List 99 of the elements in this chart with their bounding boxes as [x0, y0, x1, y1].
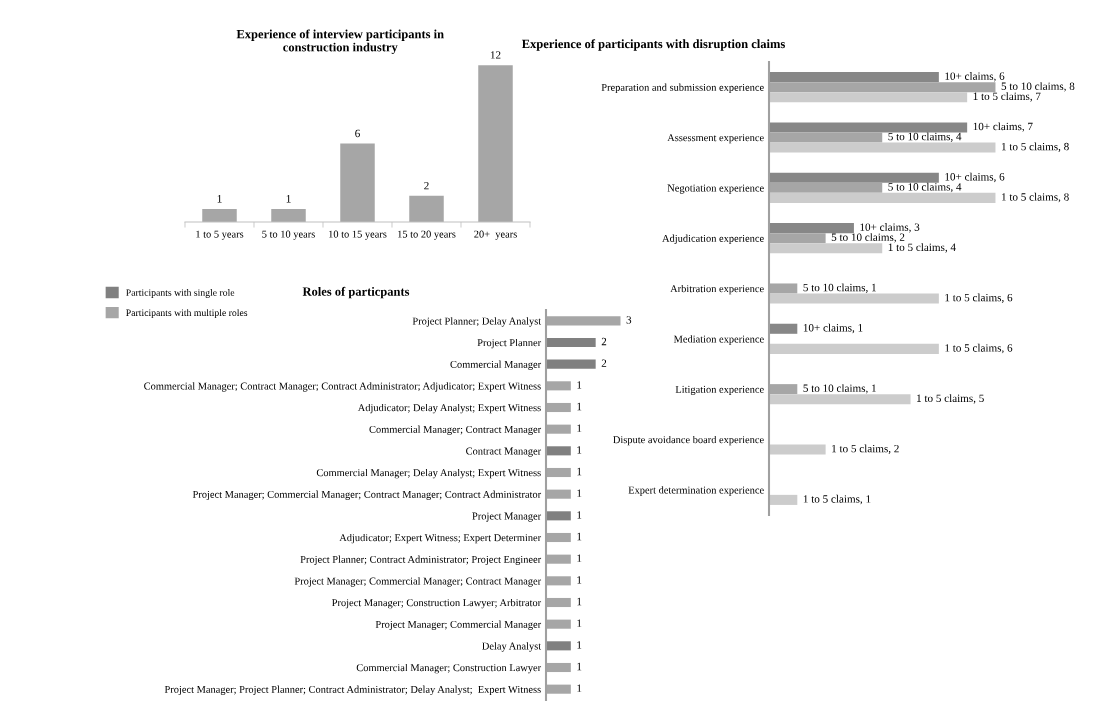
- x-tick-label: 20+ years: [474, 230, 517, 240]
- y-tick-label: Adjudicator; Expert Witness; Expert Determiner: [339, 533, 542, 544]
- y-tick-label: Project Manager; Construction Lawyer; Arbitrator: [332, 598, 542, 609]
- bar: [769, 343, 939, 354]
- bar: [340, 143, 375, 222]
- y-tick-label: Commercial Manager; Construction Lawyer: [356, 663, 542, 674]
- y-tick-label: Delay Analyst: [482, 642, 542, 652]
- y-tick-label: Project Manager; Project Planner; Contract Administrator; Delay Analyst; Expert Witness: [164, 685, 541, 696]
- x-tick-label: 10 to 15 years: [329, 230, 387, 240]
- data-label: 10+ claims, 1: [803, 323, 863, 334]
- bar: [769, 223, 854, 234]
- data-label: 1 to 5 claims, 6: [945, 293, 1013, 303]
- y-tick-label: Project Planner; Delay Analyst: [412, 317, 542, 327]
- bar: [769, 243, 883, 254]
- bar: [769, 72, 939, 83]
- data-label: 1: [577, 684, 582, 692]
- data-label: 1: [286, 195, 291, 203]
- y-tick-label: Assessment experience: [667, 134, 764, 144]
- data-label: 1 to 5 claims, 1: [803, 494, 871, 505]
- bar: [478, 65, 513, 222]
- data-label: 5 to 10 claims, 1: [803, 384, 876, 394]
- bar: [769, 293, 939, 304]
- data-label: 1 to 5 claims, 6: [945, 343, 1013, 354]
- data-label: 5 to 10 claims, 4: [888, 132, 962, 142]
- bar: [769, 92, 968, 103]
- y-tick-label: Negotiation experience: [667, 184, 764, 194]
- y-tick-label: Commercial Manager; Contract Manager; Contract Administrator; Adjudicator; Expert Witness: [144, 382, 541, 392]
- y-tick-label: Adjudication experience: [662, 234, 764, 244]
- legend-label: Participants with single role: [126, 289, 235, 298]
- data-label: 1: [577, 597, 582, 606]
- data-label: 5 to 10 claims, 8: [1001, 82, 1075, 92]
- y-tick-label: Expert determination experience: [628, 486, 764, 496]
- x-tick-label: 5 to 10 years: [262, 230, 315, 240]
- legend-label: Participants with multiple roles: [126, 309, 248, 318]
- data-label: 1: [577, 424, 582, 432]
- y-tick-label: Project Manager; Commercial Manager; Contract Manager; Contract Administrator: [192, 490, 542, 501]
- data-label: 1: [577, 554, 582, 562]
- bar: [769, 142, 996, 153]
- y-tick-label: Commercial Manager; Contract Manager: [369, 425, 542, 436]
- data-label: 10+ claims, 6: [945, 72, 1005, 82]
- bar: [769, 444, 826, 455]
- bar: [769, 494, 798, 505]
- text: Roles of particpants: [302, 286, 410, 299]
- data-label: 12: [490, 51, 501, 59]
- y-tick-label: Mediation experience: [673, 335, 764, 345]
- data-label: 2: [424, 181, 429, 190]
- y-tick-label: Project Manager; Commercial Manager; Contract Manager: [294, 577, 542, 587]
- data-label: 1: [577, 446, 582, 454]
- bar: [769, 172, 939, 183]
- data-label: 2: [601, 337, 607, 346]
- bar: [202, 208, 237, 222]
- bar: [769, 122, 968, 133]
- data-label: 1: [577, 576, 582, 584]
- data-label: 10+ claims, 6: [945, 172, 1005, 183]
- chart-title: Experience of interview participants in construction industry: [236, 29, 444, 54]
- data-label: 1: [577, 511, 582, 519]
- y-tick-label: Project Manager; Commercial Manager: [375, 620, 542, 631]
- data-label: 5 to 10 claims, 4: [888, 182, 962, 193]
- y-tick-label: Project Planner: [477, 338, 542, 349]
- data-label: 1: [577, 641, 582, 649]
- data-label: 10+ claims, 7: [973, 122, 1033, 132]
- y-tick-label: Adjudicator; Delay Analyst; Expert Witness: [357, 403, 541, 414]
- data-label: 1: [577, 467, 582, 476]
- y-tick-label: Litigation experience: [675, 385, 764, 396]
- x-tick-label: 15 to 20 years: [398, 230, 456, 240]
- data-label: 1: [577, 662, 582, 671]
- bar: [271, 208, 306, 222]
- y-tick-label: Commercial Manager; Delay Analyst; Expert Witness: [316, 468, 541, 479]
- data-label: 1: [577, 381, 582, 389]
- y-tick-label: Project Manager: [472, 512, 542, 522]
- bar: [409, 195, 444, 222]
- y-tick-label: Arbitration experience: [670, 284, 764, 295]
- data-label: 5 to 10 claims, 1: [803, 283, 876, 293]
- text: Experience of participants with disruption claims: [521, 39, 785, 51]
- data-label: 5 to 10 claims, 2: [831, 233, 905, 243]
- data-label: 3: [626, 316, 632, 324]
- data-label: 1: [577, 489, 582, 497]
- data-label: 1: [577, 532, 582, 541]
- bar: [769, 394, 911, 405]
- data-label: 1 to 5 claims, 4: [888, 243, 956, 253]
- data-label: 10+ claims, 3: [860, 223, 920, 233]
- data-label: 1: [217, 195, 222, 203]
- y-tick-label: Commercial Manager: [450, 360, 542, 371]
- x-tick-label: 1 to 5 years: [196, 230, 244, 240]
- y-tick-label: Preparation and submission experience: [601, 83, 764, 93]
- data-label: 2: [601, 359, 607, 367]
- bar: [769, 192, 996, 203]
- data-label: 1 to 5 claims, 7: [973, 92, 1041, 102]
- y-tick-label: Contract Manager: [466, 447, 542, 457]
- data-label: 1 to 5 claims, 5: [917, 394, 984, 404]
- data-label: 1 to 5 claims, 8: [1002, 142, 1069, 152]
- data-label: 6: [355, 129, 360, 138]
- data-label: 1: [577, 619, 582, 627]
- data-label: 1 to 5 claims, 2: [832, 444, 899, 454]
- data-label: 1 to 5 claims, 8: [1002, 192, 1069, 203]
- y-tick-label: Project Planner; Contract Administrator; Project Engineer: [300, 555, 542, 566]
- y-tick-label: Dispute avoidance board experience: [613, 435, 764, 446]
- bar: [769, 323, 798, 334]
- data-label: 1: [577, 402, 582, 411]
